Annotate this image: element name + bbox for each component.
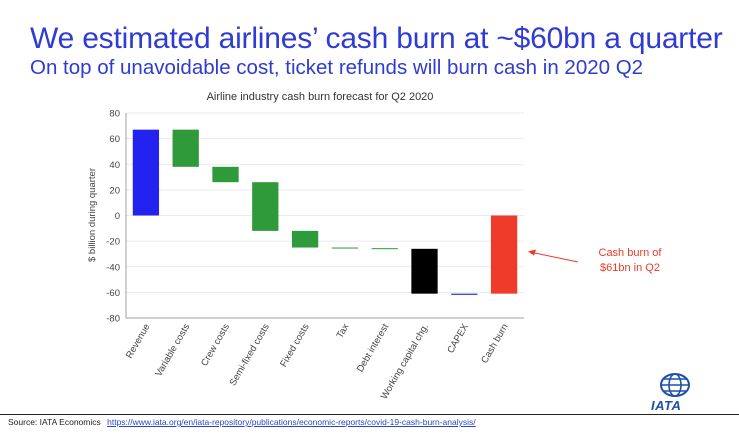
iata-logo-text: IATA (651, 398, 682, 413)
bars (132, 129, 518, 295)
y-tick-label: -60 (106, 288, 120, 299)
bar-variable-costs (172, 129, 199, 167)
bar-capex (451, 293, 478, 295)
x-tick-label: Variable costs (153, 322, 192, 379)
bar-revenue (132, 129, 160, 216)
source-note: Source: IATA Economics https://www.iata.… (8, 417, 476, 427)
annotation-line-1: Cash burn of (598, 247, 662, 259)
bar-working-capital-chg (411, 248, 438, 294)
x-tick-label: Crew costs (199, 322, 232, 368)
page-title: We estimated airlines’ cash burn at ~$60… (30, 22, 723, 55)
y-tick-label: 60 (109, 134, 120, 145)
x-tick-label: CAPEX (445, 321, 471, 355)
bar-debt-interest (371, 248, 398, 250)
cash-burn-annotation: Cash burn of $61bn in Q2 (585, 246, 675, 276)
y-tick-label: -80 (106, 314, 120, 325)
chart-title: Airline industry cash burn forecast for … (207, 91, 434, 103)
iata-globe-icon (660, 373, 690, 397)
footer-divider (0, 414, 739, 415)
annotation-arrow (528, 249, 579, 263)
y-axis-title: $ billion during quarter (87, 168, 98, 262)
bar-cash-burn (490, 215, 518, 294)
x-tick-label: Fixed costs (278, 322, 312, 369)
x-tick-label: Debt interest (355, 322, 392, 374)
source-link[interactable]: https://www.iata.org/en/iata-repository/… (107, 417, 476, 427)
x-tick-label: Revenue (124, 322, 153, 360)
bar-semi-fixed-costs (252, 182, 279, 231)
x-axis-labels: Revenue Variable costs Crew costsSemi-fixe… (124, 321, 511, 401)
y-tick-label: -20 (106, 237, 120, 248)
y-tick-label: 40 (109, 160, 120, 171)
bar-crew-costs (212, 166, 239, 183)
y-axis-ticks: 80 60 40 20 0 -20 -40 -60 -80 (106, 109, 120, 325)
y-tick-label: 0 (115, 211, 120, 222)
y-tick-label: 20 (109, 185, 120, 196)
y-tick-label: -40 (106, 262, 120, 273)
x-tick-label: Cash burn (479, 322, 510, 365)
x-tick-label: Tax (335, 322, 352, 341)
x-tick-label: Semi-fixed costs (228, 322, 272, 388)
annotation-line-2: $61bn in Q2 (600, 262, 660, 274)
source-label: Source: IATA Economics (8, 417, 101, 427)
bar-fixed-costs (291, 230, 319, 248)
page-subtitle: On top of unavoidable cost, ticket refun… (30, 56, 644, 79)
bar-tax (331, 247, 359, 249)
y-tick-label: 80 (109, 109, 120, 120)
